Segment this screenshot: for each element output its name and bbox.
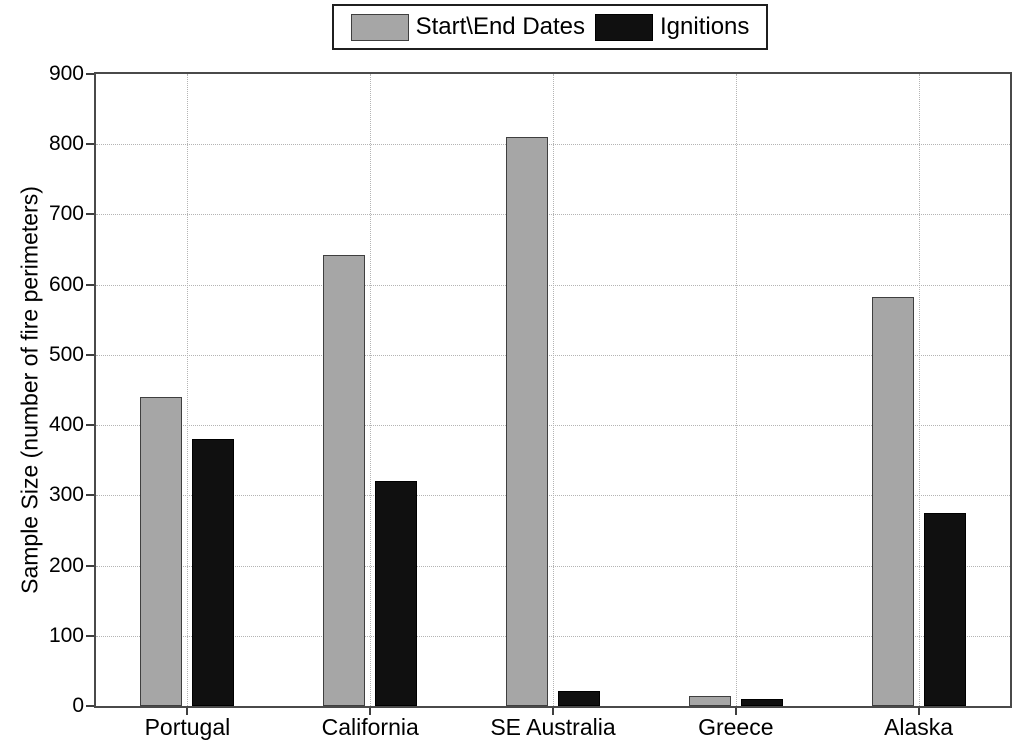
- y-tick-mark: [86, 705, 94, 707]
- y-tick-label: 800: [48, 132, 84, 156]
- v-gridline: [187, 74, 189, 706]
- y-tick-mark: [86, 213, 94, 216]
- y-tick-mark: [86, 353, 94, 356]
- y-tick-mark: [86, 494, 94, 497]
- plot-area: [94, 72, 1012, 708]
- x-tick-label: Alaska: [884, 714, 954, 740]
- bar-ignitions-california: [375, 481, 418, 706]
- y-tick-label: 900: [48, 62, 84, 85]
- y-tick-mark: [86, 424, 94, 427]
- y-tick-label: 100: [48, 623, 84, 647]
- v-gridline: [370, 74, 372, 706]
- x-tick-label: Portugal: [144, 714, 231, 740]
- x-tick-mark: [917, 708, 920, 715]
- legend-swatch-start-end-dates: [350, 13, 409, 41]
- y-tick-label: 0: [72, 694, 84, 717]
- bar-start-end-dates-portugal: [140, 397, 183, 706]
- y-axis: 0 100 200 300 400 500 600 700 800 900: [0, 63, 84, 717]
- y-tick-label: 700: [48, 202, 84, 226]
- y-tick-label: 500: [48, 342, 84, 366]
- x-axis: Portugal California SE Australia Greece Alas…: [94, 714, 1012, 748]
- x-tick-label: California: [321, 714, 419, 740]
- v-gridline: [918, 74, 920, 706]
- x-tick-label: Greece: [698, 714, 774, 740]
- y-tick-label: 200: [48, 553, 84, 577]
- y-tick-mark: [86, 564, 94, 567]
- v-gridline: [735, 74, 737, 706]
- y-tick-mark: [86, 73, 94, 75]
- bar-ignitions-greece: [740, 698, 783, 706]
- x-tick-mark: [734, 708, 737, 715]
- x-tick-label: SE Australia: [490, 714, 616, 740]
- chart-legend: Start\End Dates Ignitions: [332, 4, 768, 50]
- y-tick-label: 400: [48, 413, 84, 437]
- bar-start-end-dates-alaska: [871, 296, 914, 706]
- legend-swatch-ignitions: [595, 13, 654, 41]
- y-tick-mark: [86, 634, 94, 637]
- y-tick-mark: [86, 283, 94, 286]
- y-tick-label: 300: [48, 483, 84, 507]
- y-tick-label: 600: [48, 272, 84, 296]
- y-tick-mark: [86, 143, 94, 146]
- bar-ignitions-portugal: [192, 439, 235, 706]
- legend-label-start-end-dates: Start\End Dates: [415, 13, 586, 40]
- x-tick-mark: [369, 708, 372, 715]
- bar-start-end-dates-se-australia: [506, 137, 548, 706]
- bar-ignitions-alaska: [923, 512, 966, 706]
- x-tick-mark: [186, 708, 189, 715]
- x-tick-mark: [552, 708, 554, 715]
- bar-ignitions-se-australia: [558, 690, 600, 706]
- bar-start-end-dates-greece: [688, 696, 731, 706]
- bar-start-end-dates-california: [323, 255, 366, 706]
- legend-label-ignitions: Ignitions: [660, 13, 750, 40]
- v-gridline: [553, 74, 554, 706]
